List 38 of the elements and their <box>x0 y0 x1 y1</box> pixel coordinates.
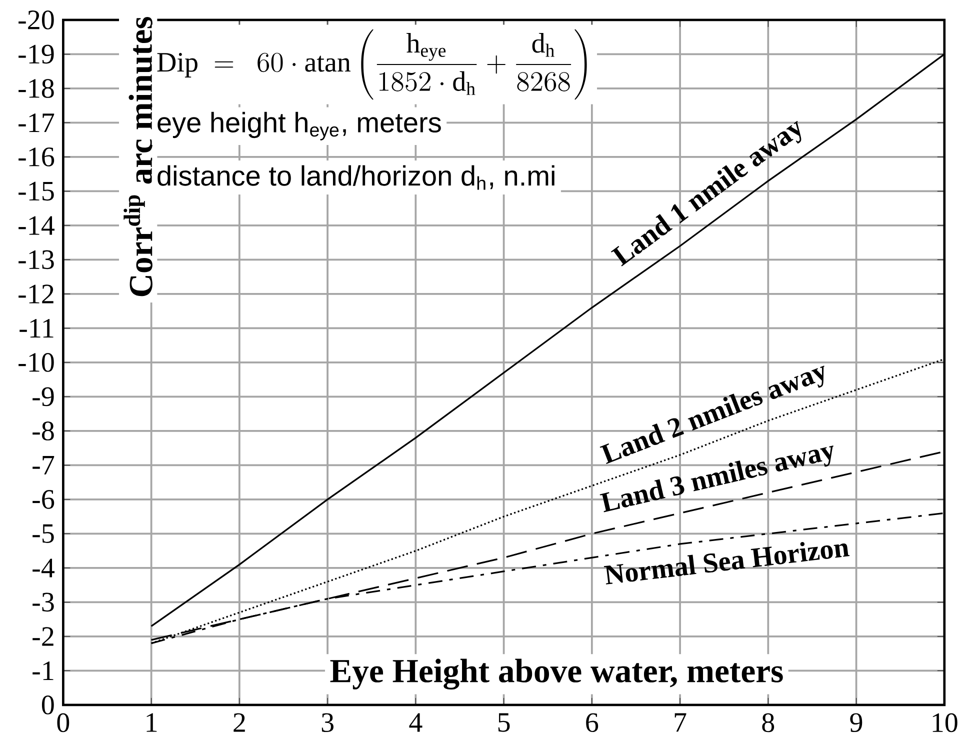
y-tick-label: -3 <box>32 592 54 612</box>
y-tick-label: -15 <box>18 182 54 201</box>
y-tick-label: -12 <box>18 284 54 304</box>
y-tick-label: -9 <box>32 387 54 406</box>
x-tick-label: 0 <box>57 713 70 732</box>
x-tick-label: 7 <box>674 713 686 732</box>
y-tick-label: -11 <box>20 319 54 338</box>
x-tick-label: 6 <box>586 713 598 732</box>
y-tick-label: -6 <box>32 490 54 509</box>
y-axis-title: Corr$^{dip}$ arc minutes <box>124 17 153 296</box>
y-tick-label: -16 <box>18 148 54 166</box>
annotation: eye height h$_{eye}$, meters <box>158 112 441 140</box>
x-tick-label: 10 <box>932 713 958 732</box>
y-tick-label: -19 <box>18 44 54 64</box>
y-tick-label: 0 <box>42 696 54 714</box>
y-tick-label: -18 <box>18 79 54 98</box>
annotation: distance to land/horizon d$_{h}$, n.mi <box>158 165 554 190</box>
y-tick-label: -13 <box>18 250 54 270</box>
y-tick-label: -7 <box>32 456 54 474</box>
y-tick-label: -2 <box>32 627 54 646</box>
x-tick-label: 4 <box>409 713 422 732</box>
y-tick-label: -10 <box>18 353 54 372</box>
x-tick-label: 1 <box>146 713 157 732</box>
x-tick-label: 5 <box>498 713 510 732</box>
x-axis-title: Eye Height above water, meters <box>330 658 783 690</box>
y-tick-label: -1 <box>32 662 54 680</box>
y-tick-label: -4 <box>32 558 54 578</box>
y-tick-label: -8 <box>32 422 54 440</box>
x-tick-label: 2 <box>234 713 245 732</box>
text: Normal Sea Horizon <box>604 542 850 585</box>
y-tick-label: -20 <box>18 10 54 30</box>
y-tick-label: -14 <box>18 216 55 235</box>
x-tick-label: 9 <box>850 713 862 732</box>
y-tick-label: -5 <box>32 524 54 544</box>
y-tick-label: -17 <box>18 114 54 132</box>
x-tick-label: 3 <box>322 713 334 732</box>
x-tick-label: 8 <box>762 713 774 732</box>
annotation: $\mathrm{Dip}\ =\ \ 60\cdot\mathrm{atan}\left(\frac{\mathrm{h}_{\mathrm{eye}}}{1852\cdot \mathrm{d}_{\mathrm{h}}}+\frac{\mathrm{d}_{\mathrm{h}}}{8268}\right)$ <box>157 29 587 100</box>
